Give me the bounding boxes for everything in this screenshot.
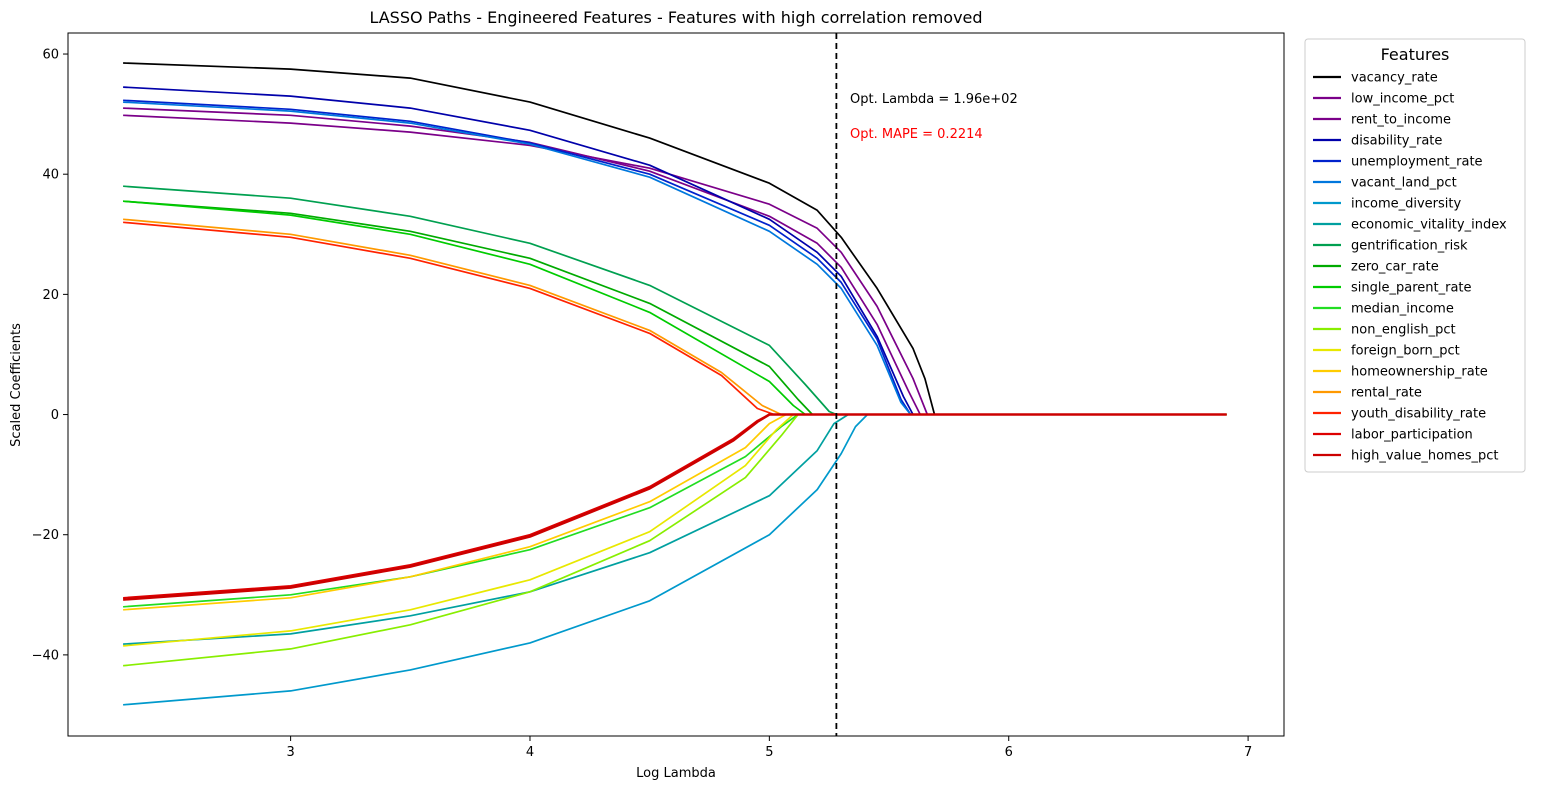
legend: Features vacancy_rate low_income_pct rent_… [1304, 38, 1526, 473]
legend-item-income-diversity: income_diversity [1313, 197, 1461, 212]
series-line-high-value-homes-pct [123, 413, 1227, 601]
series-line-rent-to-income [123, 107, 1227, 416]
legend-item-economic-vitality-index: economic_vitality_index [1313, 218, 1507, 233]
y-tick-label: 0 [51, 408, 59, 423]
x-axis-ticks: 3 4 5 6 7 [286, 736, 1252, 760]
legend-frame [1304, 38, 1526, 473]
legend-label: labor_participation [1351, 428, 1473, 443]
legend-label: single_parent_rate [1351, 281, 1472, 296]
legend-label: low_income_pct [1351, 92, 1454, 107]
legend-item-disability-rate: disability_rate [1313, 134, 1442, 149]
x-tick-label: 5 [765, 745, 773, 760]
y-axis-ticks: −40 −20 0 20 40 60 [32, 48, 68, 663]
chart-title: LASSO Paths - Engineered Features - Feat… [369, 8, 982, 27]
legend-label: non_english_pct [1351, 323, 1456, 338]
legend-label: median_income [1351, 302, 1454, 317]
legend-item-low-income-pct: low_income_pct [1313, 92, 1454, 107]
legend-label: zero_car_rate [1351, 260, 1439, 275]
series-line-unemployment-rate [123, 99, 1227, 416]
legend-item-unemployment-rate: unemployment_rate [1313, 155, 1483, 170]
x-axis-label: Log Lambda [636, 766, 716, 781]
legend-item-youth-disability-rate: youth_disability_rate [1313, 407, 1486, 422]
series-line-non-english-pct [123, 413, 1227, 667]
legend-label: youth_disability_rate [1351, 407, 1486, 422]
y-tick-label: 60 [42, 48, 59, 63]
legend-label: rental_rate [1351, 386, 1422, 401]
legend-item-vacancy-rate: vacancy_rate [1313, 71, 1438, 86]
legend-item-labor-participation: labor_participation [1313, 428, 1473, 443]
legend-item-high-value-homes-pct: high_value_homes_pct [1313, 449, 1498, 464]
legend-label: vacancy_rate [1351, 71, 1438, 86]
legend-label: income_diversity [1351, 197, 1461, 212]
series-line-disability-rate [123, 86, 1227, 416]
x-tick-label: 6 [1005, 745, 1013, 760]
plot-frame [67, 32, 1285, 737]
y-tick-label: −20 [32, 528, 59, 543]
legend-item-foreign-born-pct: foreign_born_pct [1313, 344, 1460, 359]
series-line-low-income-pct [123, 114, 1227, 416]
opt-lambda-annotation: Opt. Lambda = 1.96e+02 [850, 92, 1018, 107]
series-line-labor-participation [123, 413, 1227, 599]
legend-label: vacant_land_pct [1351, 176, 1457, 191]
legend-item-rental-rate: rental_rate [1313, 386, 1422, 401]
legend-label: gentrification_risk [1351, 239, 1468, 254]
x-tick-label: 4 [526, 745, 534, 760]
legend-label: foreign_born_pct [1351, 344, 1460, 359]
x-tick-label: 3 [286, 745, 294, 760]
series-line-vacancy-rate [123, 62, 1227, 416]
legend-label: disability_rate [1351, 134, 1442, 149]
y-tick-label: 40 [42, 168, 59, 183]
series-line-gentrification-risk [123, 185, 1227, 416]
legend-item-non-english-pct: non_english_pct [1313, 323, 1456, 338]
series-line-vacant-land-pct [123, 101, 1227, 416]
series-lines [123, 62, 1227, 706]
legend-item-median-income: median_income [1313, 302, 1454, 317]
series-line-rental-rate [123, 218, 1227, 416]
opt-mape-annotation: Opt. MAPE = 0.2214 [850, 127, 983, 142]
legend-item-vacant-land-pct: vacant_land_pct [1313, 176, 1457, 191]
series-line-single-parent-rate [123, 200, 1227, 416]
legend-label: economic_vitality_index [1351, 218, 1507, 233]
series-line-economic-vitality-index [123, 413, 1227, 645]
series-line-homeownership-rate [123, 413, 1227, 611]
legend-title: Features [1381, 45, 1450, 64]
legend-label: rent_to_income [1351, 113, 1451, 128]
legend-item-gentrification-risk: gentrification_risk [1313, 239, 1468, 254]
series-line-foreign-born-pct [123, 413, 1227, 647]
series-line-income-diversity [123, 413, 1227, 706]
legend-label: homeownership_rate [1351, 365, 1488, 380]
legend-label: unemployment_rate [1351, 155, 1483, 170]
legend-item-homeownership-rate: homeownership_rate [1313, 365, 1488, 380]
x-tick-label: 7 [1244, 745, 1252, 760]
series-line-zero-car-rate [123, 200, 1227, 416]
y-tick-label: 20 [42, 288, 59, 303]
y-tick-label: −40 [32, 648, 59, 663]
legend-items: vacancy_rate low_income_pct rent_to_income… [1313, 71, 1507, 464]
legend-label: high_value_homes_pct [1351, 449, 1498, 464]
legend-item-single-parent-rate: single_parent_rate [1313, 281, 1472, 296]
legend-item-rent-to-income: rent_to_income [1313, 113, 1451, 128]
legend-item-zero-car-rate: zero_car_rate [1313, 260, 1439, 275]
y-axis-label: Scaled Coefficients [9, 323, 24, 447]
series-line-youth-disability-rate [123, 221, 1227, 416]
series-line-median-income [123, 413, 1227, 608]
